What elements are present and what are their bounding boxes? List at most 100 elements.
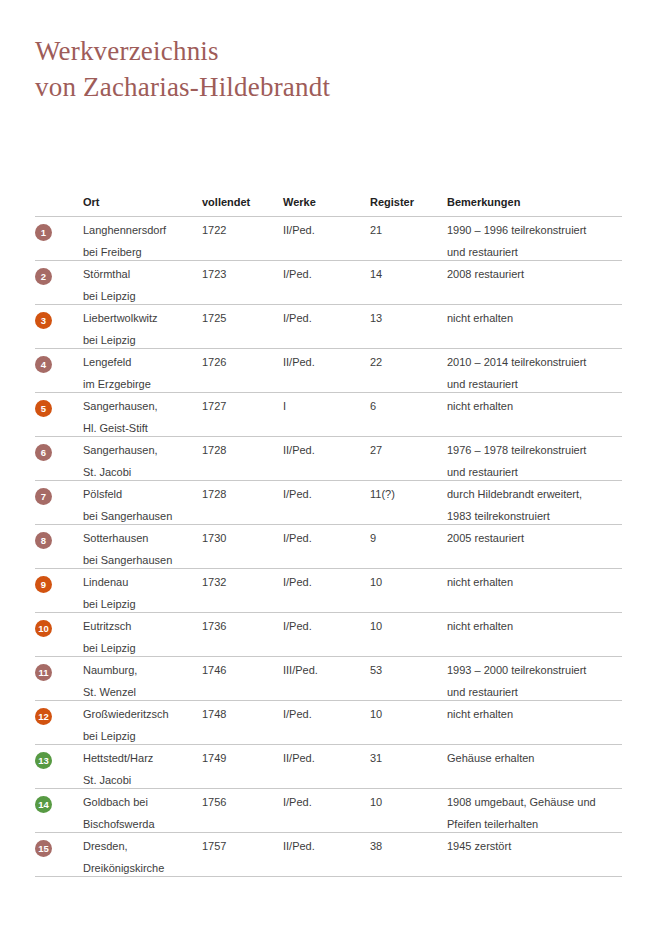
cell-werke: I/Ped. [283,483,370,527]
column-header-register: Register [370,196,447,208]
cell-bemerkungen: nicht erhalten [447,571,622,615]
row-number-badge: 2 [35,268,52,285]
bemerkung-line: 1945 zerstört [447,835,622,857]
cell-ort: Goldbach beiBischofswerda [83,791,202,835]
bemerkung-line: 1983 teilrekonstruiert [447,505,622,527]
ort-line: bei Leipzig [83,637,202,659]
bemerkung-line: und restauriert [447,681,622,703]
cell-register: 27 [370,439,447,483]
bemerkung-line: nicht erhalten [447,307,622,329]
bemerkung-line: 2005 restauriert [447,527,622,549]
cell-vollendet: 1756 [202,791,283,835]
column-header-werke: Werke [283,196,370,208]
table-body: 1Langhennersdorfbei Freiberg1722II/Ped.2… [35,216,622,877]
cell-werke: I/Ped. [283,571,370,615]
bemerkung-line: 2008 restauriert [447,263,622,285]
bemerkung-line: durch Hildebrandt erweitert, [447,483,622,505]
table-row: 3Liebertwolkwitzbei Leipzig1725I/Ped.13n… [35,304,622,348]
cell-ort: Eutritzschbei Leipzig [83,615,202,659]
cell-ort: Sangerhausen,St. Jacobi [83,439,202,483]
row-number-badge: 15 [35,840,52,857]
badge-cell: 4 [35,351,83,395]
badge-cell: 14 [35,791,83,835]
cell-bemerkungen: 2005 restauriert [447,527,622,571]
cell-werke: II/Ped. [283,747,370,791]
ort-line: St. Jacobi [83,769,202,791]
bemerkung-line: nicht erhalten [447,571,622,593]
cell-register: 10 [370,571,447,615]
bemerkung-line: Pfeifen teilerhalten [447,813,622,835]
cell-vollendet: 1728 [202,439,283,483]
badge-cell: 12 [35,703,83,747]
cell-ort: Großwiederitzschbei Leipzig [83,703,202,747]
cell-vollendet: 1728 [202,483,283,527]
cell-bemerkungen: 1976 – 1978 teilrekonstruiertund restaur… [447,439,622,483]
cell-bemerkungen: 2010 – 2014 teilrekonstruiertund restaur… [447,351,622,395]
table-row: 1Langhennersdorfbei Freiberg1722II/Ped.2… [35,216,622,260]
cell-vollendet: 1748 [202,703,283,747]
ort-line: Sangerhausen, [83,439,202,461]
cell-ort: Dresden,Dreikönigskirche [83,835,202,879]
cell-register: 10 [370,615,447,659]
badge-cell: 5 [35,395,83,439]
ort-line: Dreikönigskirche [83,857,202,879]
table-row: 12 Großwiederitzschbei Leipzig1748I/Ped.1… [35,700,622,744]
table-row: 13Hettstedt/HarzSt. Jacobi1749II/Ped.31G… [35,744,622,788]
cell-vollendet: 1722 [202,219,283,263]
cell-vollendet: 1746 [202,659,283,703]
cell-werke: I/Ped. [283,307,370,351]
table-row: 6Sangerhausen,St. Jacobi1728II/Ped.27197… [35,436,622,480]
cell-werke: II/Ped. [283,835,370,879]
row-number-badge: 7 [35,488,52,505]
cell-werke: I [283,395,370,439]
table-row: 5Sangerhausen,Hl. Geist-Stift1727I6nicht… [35,392,622,436]
badge-cell: 2 [35,263,83,307]
cell-werke: I/Ped. [283,703,370,747]
ort-line: St. Wenzel [83,681,202,703]
table-row: 14Goldbach beiBischofswerda1756I/Ped.101… [35,788,622,832]
ort-line: bei Leipzig [83,329,202,351]
bemerkung-line: 2010 – 2014 teilrekonstruiert [447,351,622,373]
cell-werke: I/Ped. [283,263,370,307]
bemerkung-line: nicht erhalten [447,615,622,637]
ort-line: Eutritzsch [83,615,202,637]
cell-ort: Hettstedt/HarzSt. Jacobi [83,747,202,791]
bemerkung-line: 1990 – 1996 teilrekonstruiert [447,219,622,241]
cell-bemerkungen: 1945 zerstört [447,835,622,879]
cell-vollendet: 1749 [202,747,283,791]
ort-line: bei Leipzig [83,285,202,307]
cell-register: 10 [370,703,447,747]
ort-line: Störmthal [83,263,202,285]
bemerkung-line: 1908 umgebaut, Gehäuse und [447,791,622,813]
table-row: 8Sotterhausenbei Sangerhausen1730I/Ped.9… [35,524,622,568]
cell-register: 22 [370,351,447,395]
row-number-badge: 3 [35,312,52,329]
cell-register: 53 [370,659,447,703]
bemerkung-line: und restauriert [447,241,622,263]
cell-bemerkungen: nicht erhalten [447,703,622,747]
ort-line: Naumburg, [83,659,202,681]
cell-ort: Sotterhausenbei Sangerhausen [83,527,202,571]
table-row: 11Naumburg,St. Wenzel1746III/Ped.531993 … [35,656,622,700]
row-number-badge: 11 [35,664,52,681]
cell-bemerkungen: nicht erhalten [447,395,622,439]
row-number-badge: 13 [35,752,52,769]
ort-line: Sotterhausen [83,527,202,549]
ort-line: Hettstedt/Harz [83,747,202,769]
cell-bemerkungen: 2008 restauriert [447,263,622,307]
page-title-line1: Werkverzeichnis [35,33,330,69]
bemerkung-line: 1993 – 2000 teilrekonstruiert [447,659,622,681]
column-header-ort: Ort [83,196,202,208]
cell-bemerkungen: durch Hildebrandt erweitert,1983 teilrek… [447,483,622,527]
cell-ort: Störmthalbei Leipzig [83,263,202,307]
cell-vollendet: 1726 [202,351,283,395]
ort-line: bei Leipzig [83,725,202,747]
badge-cell: 10 [35,615,83,659]
badge-cell: 6 [35,439,83,483]
ort-line: Hl. Geist-Stift [83,417,202,439]
cell-bemerkungen: nicht erhalten [447,615,622,659]
row-number-badge: 12 [35,708,52,725]
cell-register: 31 [370,747,447,791]
table-row: 10Eutritzschbei Leipzig1736I/Ped.10nicht… [35,612,622,656]
ort-line: Großwiederitzsch [83,703,202,725]
